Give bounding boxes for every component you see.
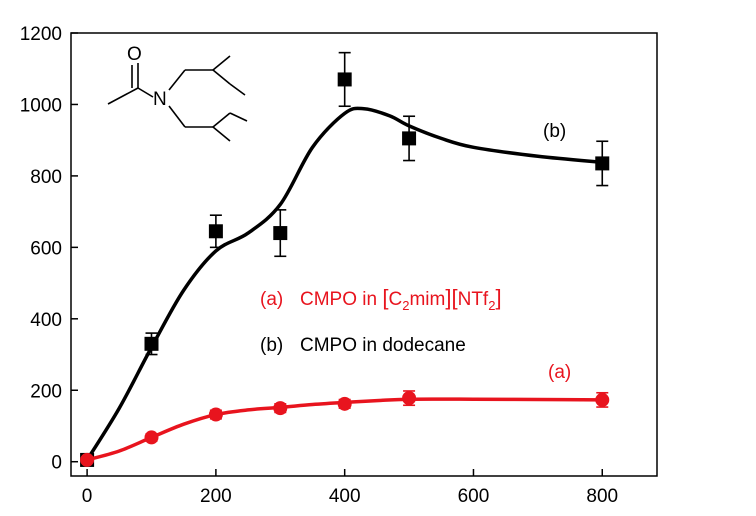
legend-a-ntf: NTf bbox=[458, 289, 489, 310]
legend-a-prefix: CMPO in bbox=[300, 289, 382, 310]
data-point bbox=[595, 392, 610, 407]
legend-a-sub2: 2 bbox=[488, 298, 495, 313]
series-1 bbox=[80, 390, 610, 467]
data-point bbox=[402, 391, 417, 406]
y-tick-label: 1000 bbox=[20, 95, 62, 116]
data-point bbox=[337, 396, 352, 411]
data-point bbox=[208, 407, 223, 422]
data-point bbox=[273, 226, 288, 241]
x-tick-label: 800 bbox=[586, 486, 618, 507]
y-tick-label: 800 bbox=[30, 167, 62, 188]
legend-a-bracket1-close: ] bbox=[445, 285, 451, 310]
data-point bbox=[273, 401, 288, 416]
legend: (a) CMPO in [C2mim][NTf2] (b) CMPO in do… bbox=[260, 285, 502, 356]
legend-a-mim: mim bbox=[409, 289, 445, 310]
legend-a-tag: (a) bbox=[260, 289, 283, 310]
plot-frame bbox=[70, 32, 658, 477]
x-tick-label: 0 bbox=[82, 486, 93, 507]
legend-a-sub1: 2 bbox=[402, 298, 409, 313]
x-tick-label: 400 bbox=[329, 486, 361, 507]
y-tick-label: 400 bbox=[30, 310, 62, 331]
data-point bbox=[144, 430, 159, 445]
legend-a-bracket2-open: [ bbox=[451, 285, 457, 310]
curve-a-label: (a) bbox=[548, 362, 571, 383]
data-point bbox=[144, 336, 159, 351]
legend-a-bracket2-close: ] bbox=[495, 285, 501, 310]
legend-b-label: CMPO in dodecane bbox=[300, 335, 466, 356]
nitrogen-atom-label: N bbox=[153, 89, 167, 110]
data-point bbox=[595, 156, 610, 171]
legend-a-c: C bbox=[388, 289, 402, 310]
legend-b-tag: (b) bbox=[260, 335, 283, 356]
series-layer bbox=[80, 51, 610, 467]
data-point bbox=[80, 452, 95, 467]
data-point bbox=[337, 72, 352, 87]
y-tick-label: 600 bbox=[30, 238, 62, 259]
x-tick-label: 600 bbox=[458, 486, 490, 507]
series-line bbox=[85, 106, 603, 461]
cmpo-structure bbox=[107, 55, 248, 142]
axes: 0 200 400 600 800 0 200 400 600 800 1000 1200 bbox=[20, 24, 618, 507]
y-tick-label: 1200 bbox=[20, 24, 62, 45]
data-point bbox=[402, 131, 417, 146]
curve-b-label: (b) bbox=[543, 121, 566, 142]
legend-a-label: CMPO in [C2mim][NTf2] bbox=[300, 285, 502, 313]
x-tick-label: 200 bbox=[200, 486, 232, 507]
y-tick-label: 200 bbox=[30, 381, 62, 402]
data-point bbox=[208, 224, 223, 239]
oxygen-atom-label: O bbox=[127, 44, 142, 65]
legend-a-bracket1-open: [ bbox=[382, 285, 388, 310]
y-tick-label: 0 bbox=[51, 453, 62, 474]
